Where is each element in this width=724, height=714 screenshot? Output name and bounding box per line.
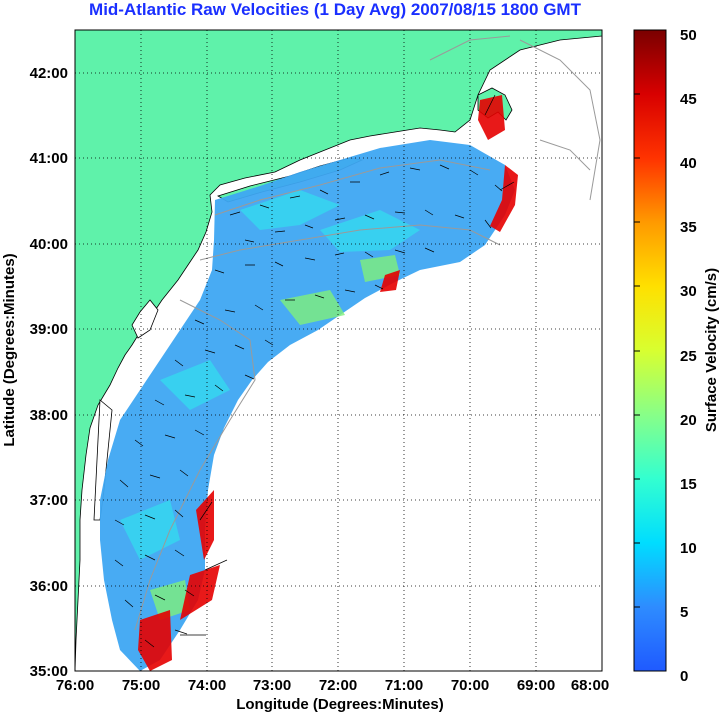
y-tick-label: 36:00 [30,578,68,595]
y-tick-label: 35:00 [30,663,68,680]
colorbar-tick-label: 10 [680,540,697,557]
map-title: Mid-Atlantic Raw Velocities (1 Day Avg) … [89,0,581,19]
x-tick-label: 70:00 [451,677,489,694]
colorbar-tick-label: 40 [680,155,697,172]
y-tick-label: 42:00 [30,65,68,82]
velocity-vectors [114,94,515,648]
x-tick-label: 73:00 [253,677,291,694]
colorbar-tick-label: 20 [680,412,697,429]
y-tick-label: 37:00 [30,492,68,509]
colorbar-tick-label: 35 [680,219,697,236]
y-axis-label: Latitude (Degrees:Minutes) [1,253,18,446]
x-axis-label: Longitude (Degrees:Minutes) [236,696,444,713]
colorbar-ticks [634,93,640,672]
colorbar-tick-label: 0 [680,668,688,685]
plot-frame [74,29,603,672]
y-tick-label: 39:00 [30,321,68,338]
colorbar-tick-labels: 0 5 10 15 20 25 30 35 40 45 50 [680,27,697,685]
x-tick-label: 75:00 [122,677,160,694]
x-tick-label: 74:00 [188,677,226,694]
x-tick-labels: 76:00 75:00 74:00 73:00 72:00 71:00 70:0… [56,677,609,694]
x-tick-label: 72:00 [319,677,357,694]
x-tick-label: 76:00 [56,677,94,694]
colorbar-tick-label: 25 [680,348,697,365]
y-tick-label: 40:00 [30,236,68,253]
colorbar-tick-label: 50 [680,27,697,44]
y-tick-label: 41:00 [30,150,68,167]
colorbar-tick-label: 30 [680,283,697,300]
colorbar-label: Surface Velocity (cm/s) [703,268,720,432]
colorbar-tick-label: 15 [680,476,697,493]
x-tick-label: 71:00 [385,677,423,694]
y-tick-label: 38:00 [30,407,68,424]
delaware-bay [131,299,159,339]
colorbar-tick-label: 45 [680,91,697,108]
x-tick-label: 68:00 [571,677,609,694]
map-grid [75,30,602,671]
y-tick-labels: 35:00 36:00 37:00 38:00 39:00 40:00 41:0… [30,65,68,680]
velocity-field-green-patches [150,255,400,620]
x-tick-label: 69:00 [517,677,555,694]
colorbar-tick-label: 5 [680,604,688,621]
